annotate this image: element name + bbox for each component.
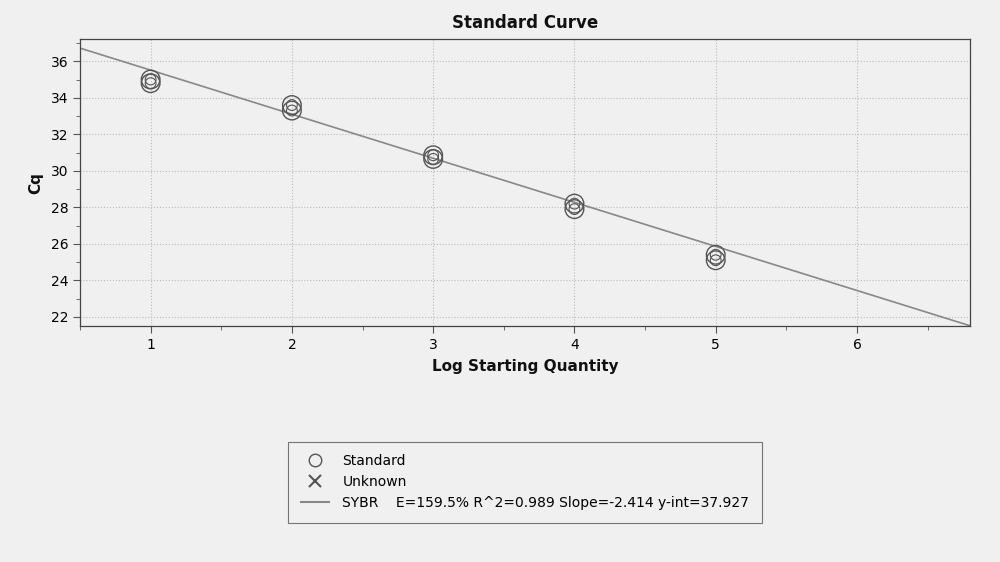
Y-axis label: Cq: Cq xyxy=(29,172,44,193)
Point xyxy=(708,250,724,259)
Point xyxy=(284,101,300,110)
Point xyxy=(566,196,582,205)
Point xyxy=(566,205,582,214)
Point xyxy=(708,256,724,265)
Point xyxy=(284,106,300,115)
Point xyxy=(566,205,582,214)
Point xyxy=(143,75,159,84)
Point xyxy=(143,75,159,84)
Point xyxy=(143,79,159,88)
Point xyxy=(284,106,300,115)
Point xyxy=(708,239,724,248)
Point xyxy=(143,79,159,88)
Title: Standard Curve: Standard Curve xyxy=(452,14,598,32)
Legend: Standard, Unknown, SYBR    E=159.5% R^2=0.989 Slope=-2.414 y-int=37.927: Standard, Unknown, SYBR E=159.5% R^2=0.9… xyxy=(288,442,762,523)
Point xyxy=(425,155,441,164)
Point xyxy=(708,256,724,265)
Point xyxy=(425,155,441,164)
Point xyxy=(708,250,724,259)
Point xyxy=(425,151,441,160)
Point xyxy=(284,101,300,110)
X-axis label: Log Starting Quantity: Log Starting Quantity xyxy=(432,359,618,374)
Point xyxy=(425,151,441,160)
Point xyxy=(566,199,582,208)
Point xyxy=(566,199,582,208)
